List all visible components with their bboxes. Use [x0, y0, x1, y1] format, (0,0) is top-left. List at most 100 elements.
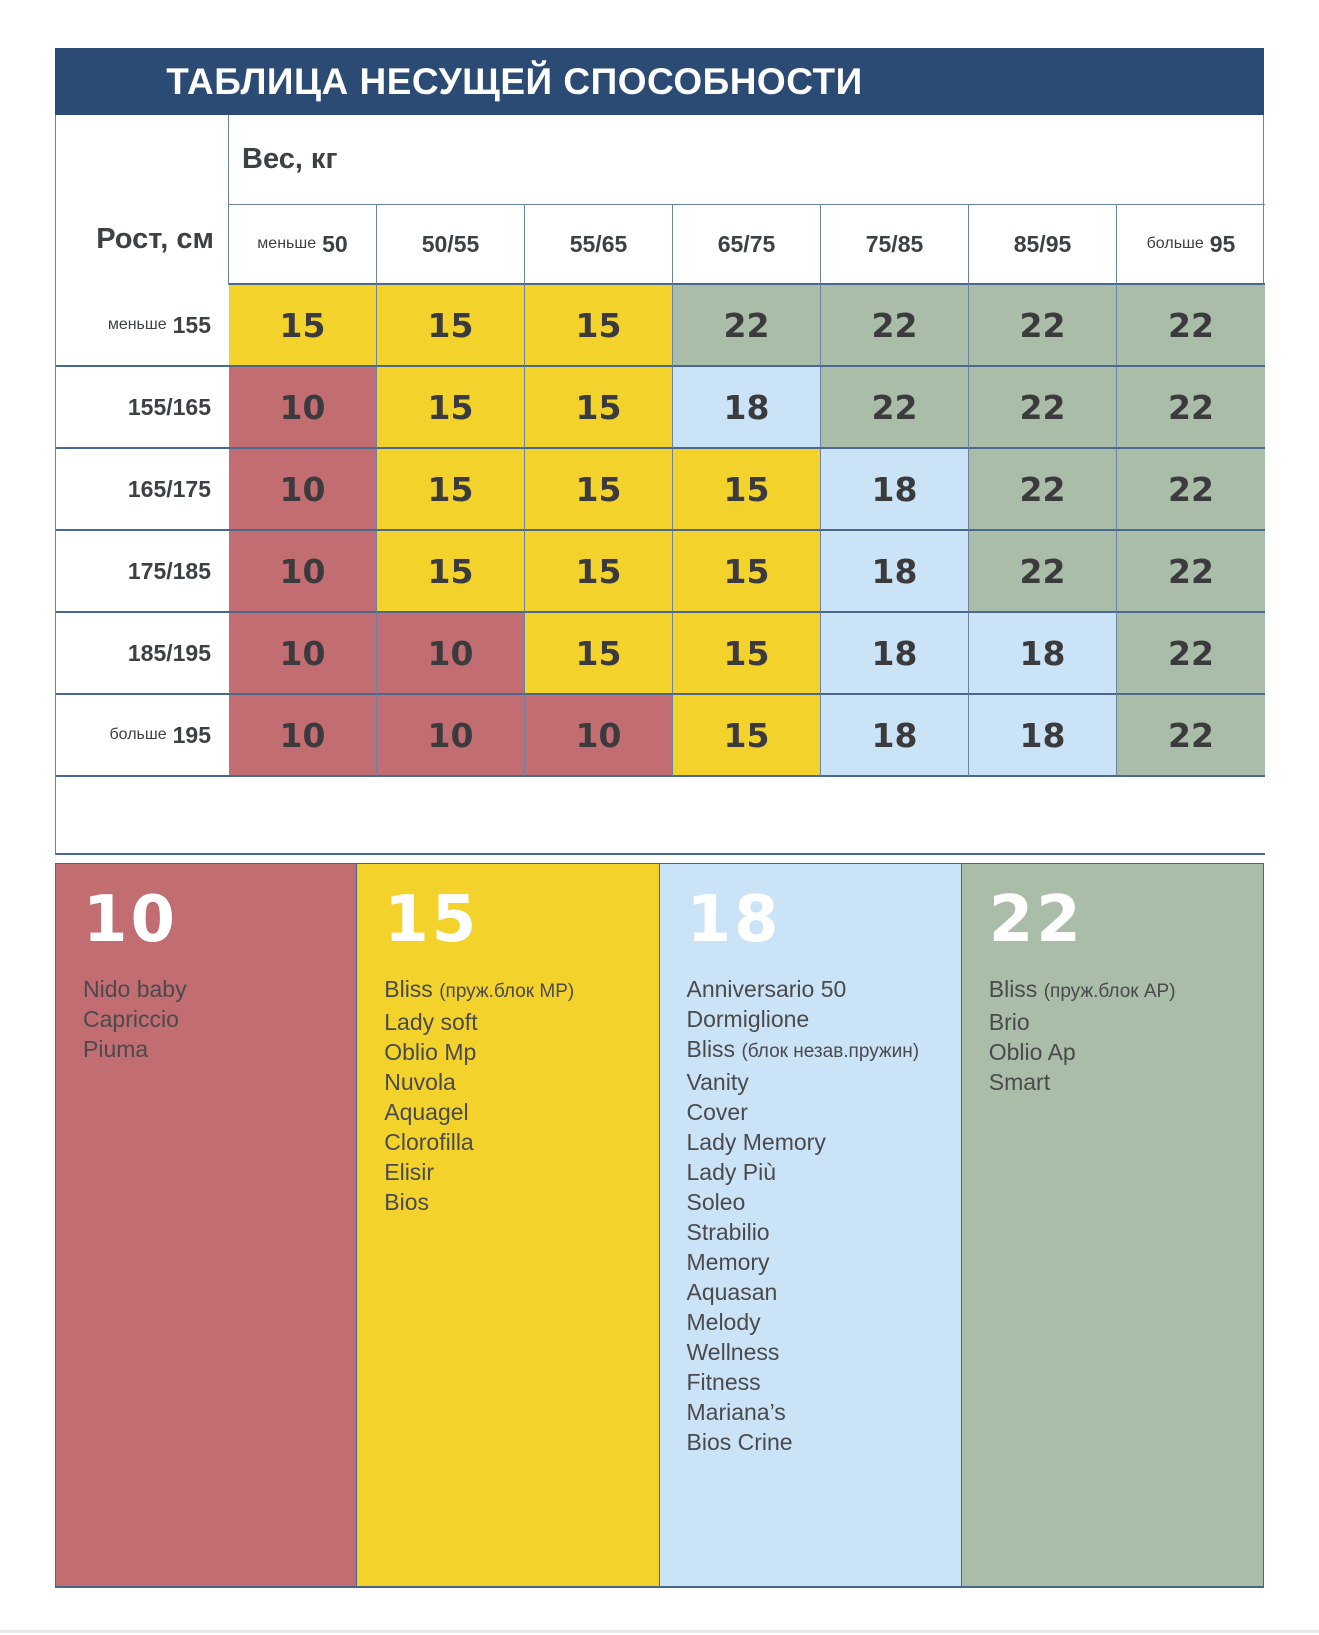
product-name: Memory — [686, 1249, 770, 1275]
capacity-cell: 15 — [673, 449, 821, 531]
label-prefix: меньше — [257, 235, 317, 252]
capacity-cell: 10 — [229, 367, 377, 449]
capacity-table: Рост, см Вес, кг меньше 50 50/55 55/65 65/75 75… — [55, 115, 1265, 855]
label-prefix: меньше — [107, 316, 167, 333]
column-header: 55/65 — [525, 205, 673, 285]
product-name: Strabilio — [686, 1219, 770, 1245]
column-header: 50/55 — [377, 205, 525, 285]
column-header: 85/95 — [969, 205, 1117, 285]
capacity-cell: 10 — [229, 695, 377, 777]
label-value: 50 — [322, 230, 348, 257]
capacity-cell: 18 — [821, 449, 969, 531]
height-header-cell: Рост, см — [56, 115, 229, 285]
row-header: 185/195 — [56, 613, 229, 695]
label-prefix: больше — [1146, 235, 1204, 252]
product-name: Aquagel — [384, 1099, 469, 1125]
capacity-cell: 10 — [525, 695, 673, 777]
legend-value: 18 — [686, 883, 782, 957]
capacity-cell: 22 — [1117, 695, 1265, 777]
capacity-cell: 22 — [1117, 367, 1265, 449]
capacity-cell: 10 — [229, 531, 377, 613]
capacity-cell: 22 — [1117, 449, 1265, 531]
capacity-cell: 18 — [821, 531, 969, 613]
legend-panel-22: 22 Bliss (пруж.блок AP) Brio Oblio Ap Smart — [961, 863, 1264, 1588]
label-value: 95 — [1209, 230, 1236, 257]
label-value: 155 — [172, 311, 211, 338]
product-name: Soleo — [686, 1189, 746, 1215]
product-note: (пруж.блок MP) — [439, 981, 575, 1002]
product-name: Aquasan — [686, 1279, 778, 1305]
label-value: 175/185 — [127, 557, 211, 584]
capacity-cell: 15 — [673, 695, 821, 777]
product-name: Anniversario 50 — [686, 976, 847, 1002]
product-name: Clorofilla — [384, 1129, 474, 1155]
capacity-cell: 22 — [673, 285, 821, 367]
label-value: 85/95 — [1013, 230, 1072, 257]
weight-header-cell: Вес, кг — [229, 115, 1265, 205]
row-header: меньше 155 — [56, 285, 229, 367]
row-header: 175/185 — [56, 531, 229, 613]
label-value: 65/75 — [717, 230, 776, 257]
capacity-cell: 15 — [377, 367, 525, 449]
capacity-cell: 22 — [1117, 285, 1265, 367]
product-name: Bios — [384, 1189, 429, 1215]
label-value: 55/65 — [569, 230, 628, 257]
table-title-bar: ТАБЛИЦА НЕСУЩЕЙ СПОСОБНОСТИ — [55, 48, 1264, 115]
capacity-cell: 15 — [525, 449, 673, 531]
product-note: (пруж.блок AP) — [1043, 981, 1176, 1002]
capacity-cell: 15 — [377, 449, 525, 531]
product-name: Bliss (пруж.блок MP) — [384, 976, 575, 1002]
product-name: Elisir — [384, 1159, 435, 1185]
legend-value: 22 — [988, 883, 1084, 957]
label-value: 195 — [172, 721, 211, 748]
product-name: Nido baby — [83, 976, 187, 1002]
column-header: больше 95 — [1117, 205, 1265, 285]
row-header: 155/165 — [56, 367, 229, 449]
label-value: 185/195 — [127, 639, 211, 666]
capacity-cell: 10 — [229, 449, 377, 531]
capacity-cell: 15 — [525, 367, 673, 449]
capacity-cell: 10 — [377, 695, 525, 777]
product-name: Smart — [988, 1069, 1051, 1095]
product-name: Lady Memory — [686, 1129, 826, 1155]
product-name: Brio — [988, 1009, 1030, 1035]
capacity-cell: 22 — [969, 449, 1117, 531]
column-header: меньше 50 — [229, 205, 377, 285]
capacity-cell: 15 — [525, 285, 673, 367]
product-name: Bios Crine — [686, 1429, 793, 1455]
capacity-cell: 18 — [673, 367, 821, 449]
capacity-cell: 15 — [229, 285, 377, 367]
product-name: Lady Più — [686, 1159, 777, 1185]
capacity-cell: 18 — [821, 613, 969, 695]
capacity-cell: 18 — [821, 695, 969, 777]
label-value: 50/55 — [421, 230, 480, 257]
legend-value: 10 — [83, 883, 179, 957]
capacity-cell: 10 — [377, 613, 525, 695]
capacity-cell: 22 — [969, 285, 1117, 367]
product-note: (блок незав.пружин) — [741, 1041, 920, 1062]
capacity-cell: 22 — [969, 531, 1117, 613]
legend-panel-18: 18 Anniversario 50 Dormiglione Bliss (блок … — [659, 863, 962, 1588]
label-value: 155/165 — [127, 393, 211, 420]
legend-value: 15 — [384, 883, 480, 957]
row-header: больше 195 — [56, 695, 229, 777]
legend: 10 Nido baby Capriccio Piuma 15 Bliss (пруж.б… — [55, 863, 1264, 1588]
product-name: Wellness — [686, 1339, 780, 1365]
capacity-cell: 22 — [821, 285, 969, 367]
height-header: Рост, см — [96, 222, 214, 255]
capacity-cell: 22 — [969, 367, 1117, 449]
column-header: 65/75 — [673, 205, 821, 285]
product-name: Nuvola — [384, 1069, 456, 1095]
product-name: Fitness — [686, 1369, 761, 1395]
label-value: 165/175 — [127, 475, 211, 502]
legend-panel-15: 15 Bliss (пруж.блок MP) Lady soft Oblio Mp N… — [357, 863, 660, 1588]
row-header: 165/175 — [56, 449, 229, 531]
capacity-cell: 22 — [1117, 613, 1265, 695]
column-header: 75/85 — [821, 205, 969, 285]
product-name: Piuma — [83, 1036, 149, 1062]
weight-header: Вес, кг — [242, 143, 338, 175]
content: ТАБЛИЦА НЕСУЩЕЙ СПОСОБНОСТИ Рост, см Вес,… — [55, 48, 1265, 1588]
label-value: 75/85 — [865, 230, 924, 257]
product-name: Bliss (блок незав.пружин) — [686, 1036, 920, 1062]
